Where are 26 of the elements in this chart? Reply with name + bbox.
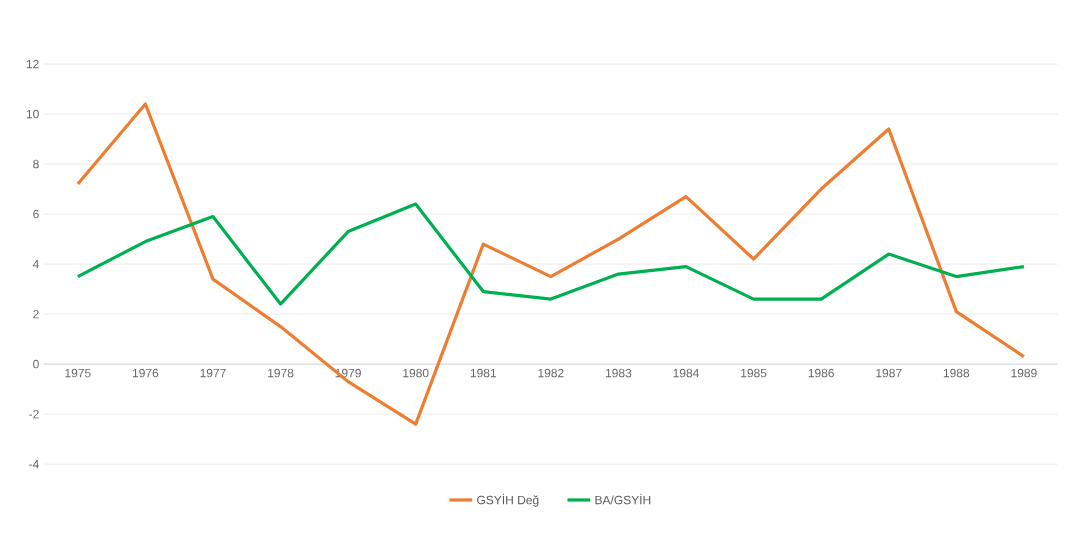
x-tick-label: 1989 xyxy=(1011,369,1037,378)
x-tick-label: 1982 xyxy=(538,369,564,378)
x-tick-label: 1984 xyxy=(673,369,699,378)
y-tick-label: 0 xyxy=(33,360,39,369)
x-tick-label: 1986 xyxy=(808,369,834,378)
x-tick-label: 1985 xyxy=(741,369,767,378)
y-tick-label: -4 xyxy=(29,460,39,469)
y-tick-label: 8 xyxy=(33,160,39,169)
x-tick-label: 1976 xyxy=(132,369,159,378)
x-tick-label: 1978 xyxy=(268,369,294,378)
legend-label: GSYİH Değ xyxy=(477,494,539,507)
y-tick-label: 10 xyxy=(26,110,39,119)
x-tick-label: 1977 xyxy=(200,369,226,378)
y-tick-label: 4 xyxy=(32,260,39,269)
line-series xyxy=(76,202,1026,306)
x-tick-label: 1983 xyxy=(605,369,632,378)
x-tick-label: 1988 xyxy=(943,369,970,378)
y-tick-label: 6 xyxy=(33,210,39,219)
legend-label: BA/GSYİH xyxy=(595,494,651,505)
y-tick-label: 2 xyxy=(33,310,39,319)
x-tick-label: 1975 xyxy=(65,369,91,378)
x-tick-label: 1987 xyxy=(876,369,902,378)
y-tick-label: -2 xyxy=(29,410,39,419)
y-tick-label: 12 xyxy=(26,60,39,69)
x-tick-label: 1981 xyxy=(470,369,497,378)
x-tick-label: 1980 xyxy=(403,369,429,378)
